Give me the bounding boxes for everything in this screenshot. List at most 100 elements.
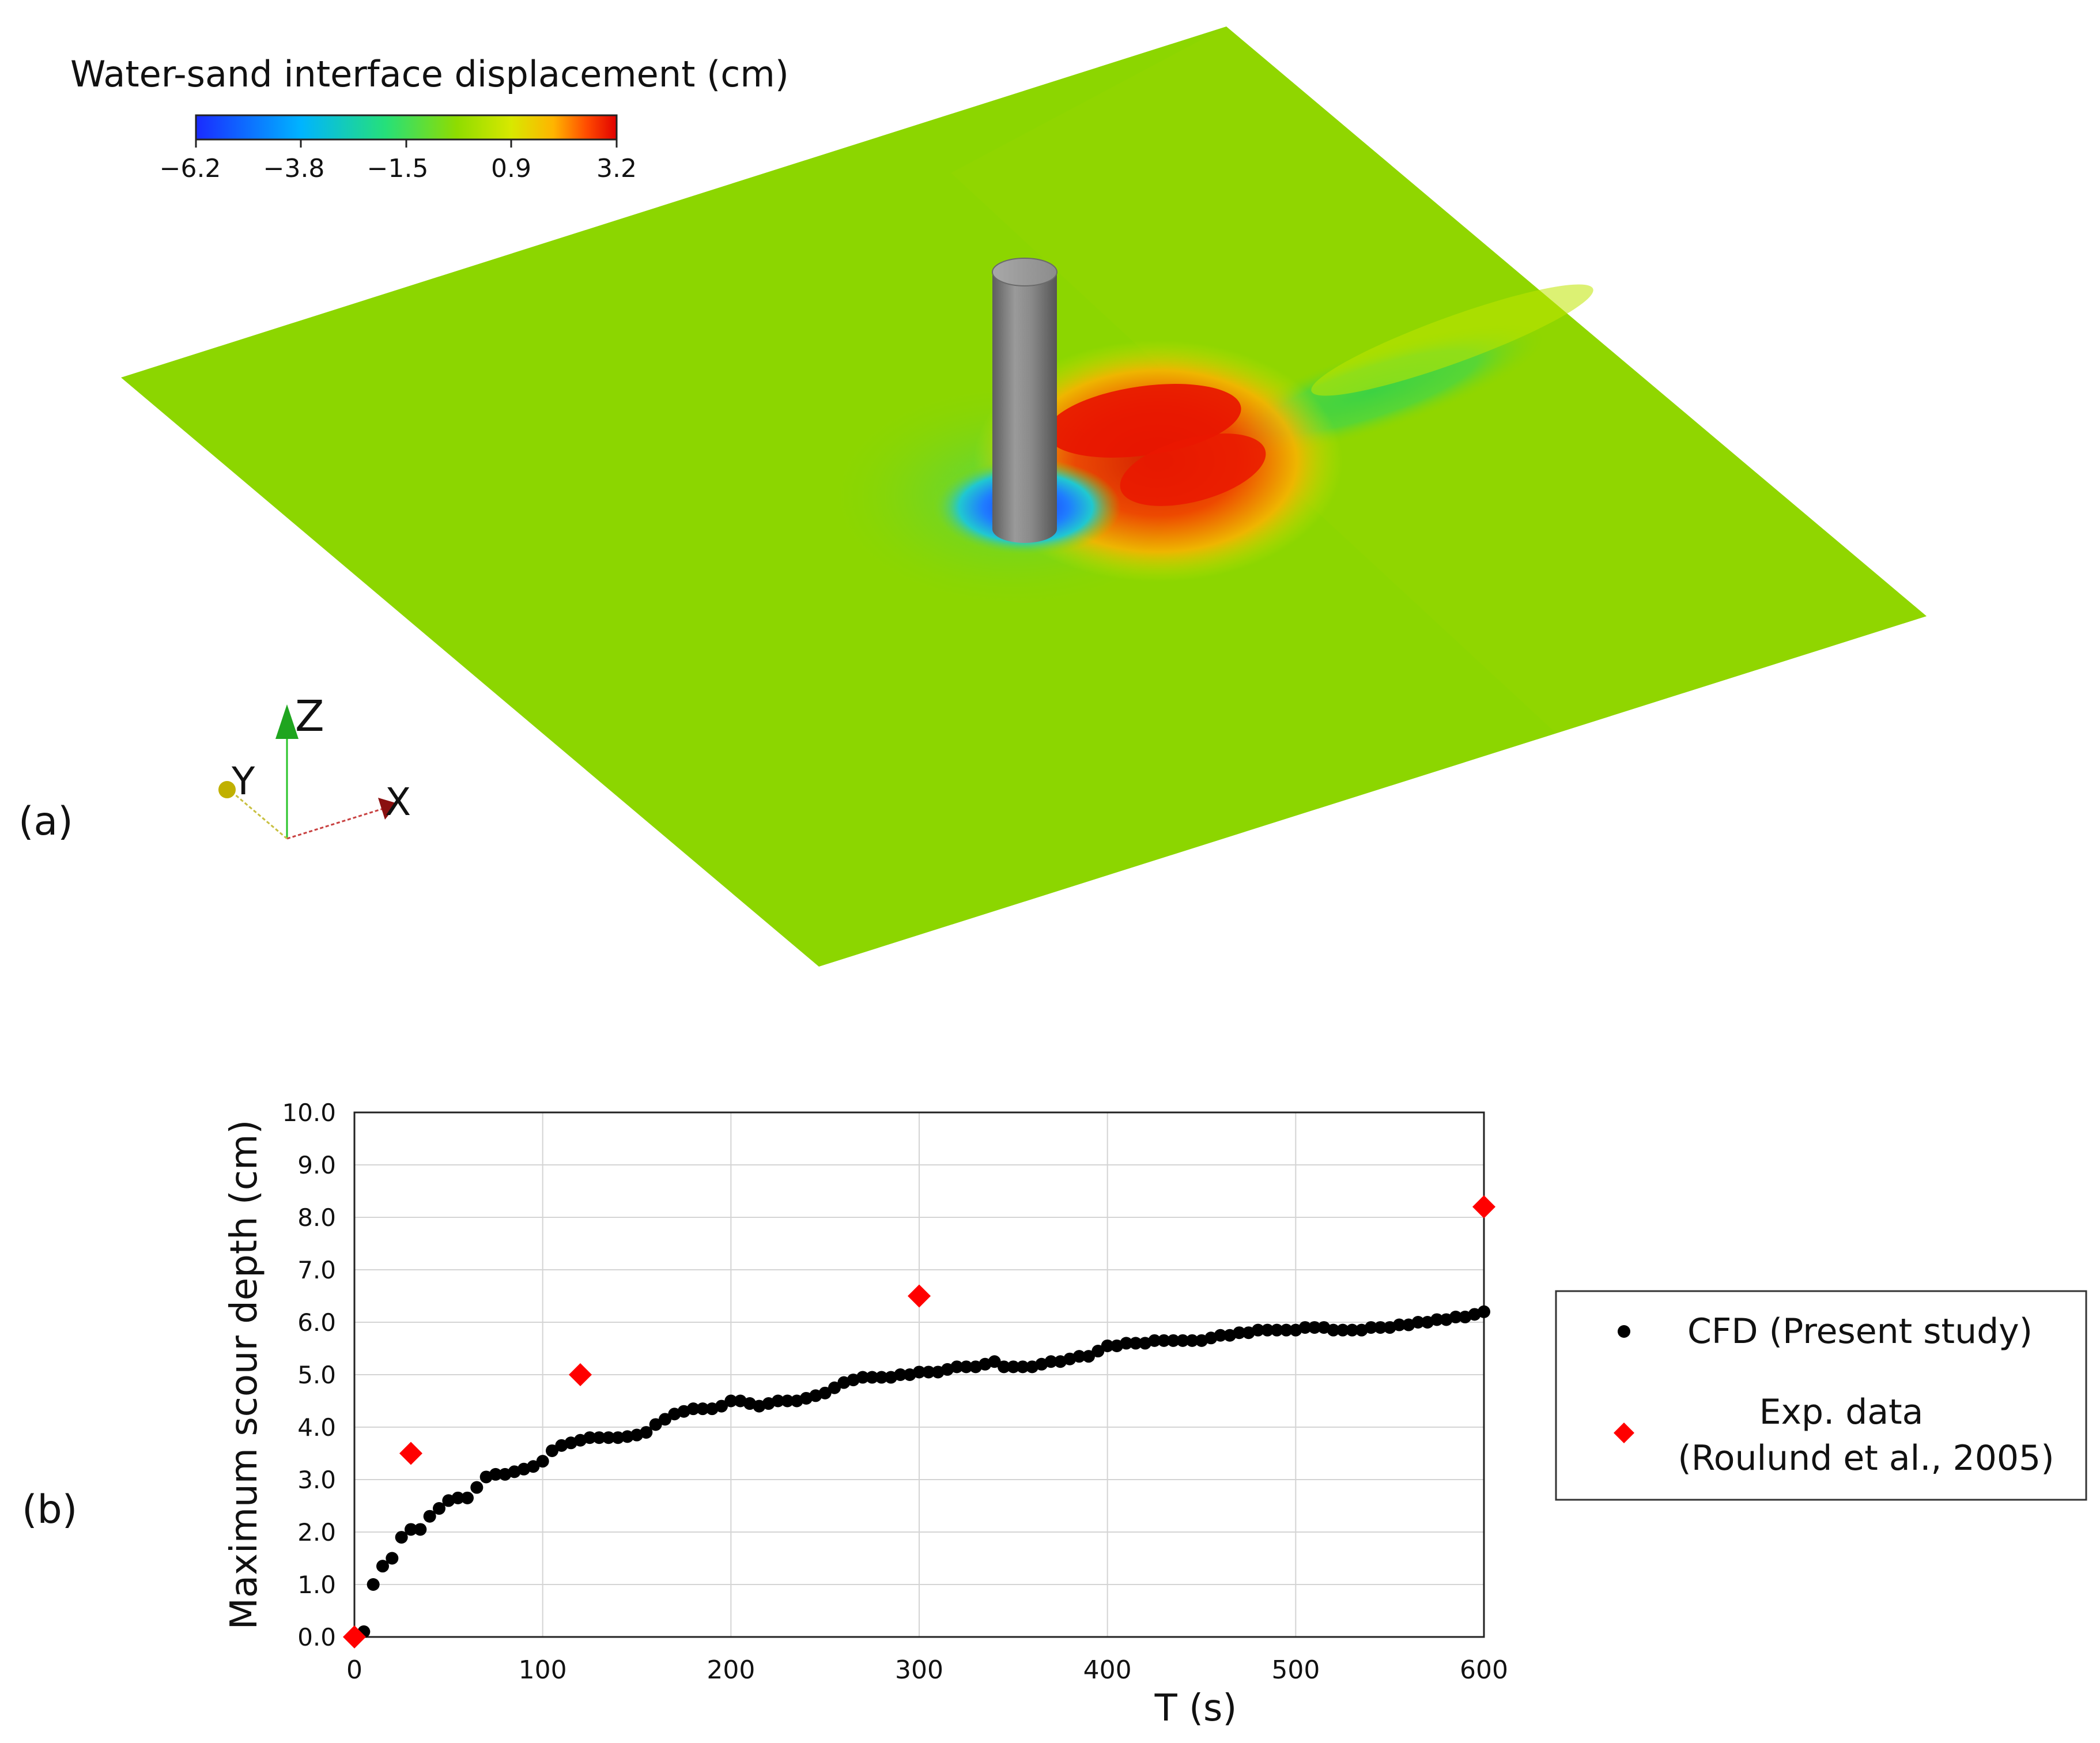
- cfd-point: [1430, 1313, 1444, 1326]
- cfd-point: [687, 1402, 700, 1416]
- cfd-point: [1421, 1316, 1434, 1329]
- cfd-point: [818, 1386, 832, 1399]
- cfd-point: [1355, 1323, 1368, 1337]
- cfd-point: [1440, 1313, 1453, 1326]
- legend-box: [1555, 1290, 2087, 1501]
- cfd-point: [790, 1394, 803, 1408]
- cfd-point: [414, 1523, 427, 1536]
- cfd-point: [536, 1455, 549, 1468]
- exp-point: [343, 1625, 366, 1648]
- axis-label-x: X: [385, 780, 411, 824]
- cfd-point: [395, 1531, 408, 1544]
- cfd-point: [1016, 1360, 1029, 1374]
- cfd-point: [1327, 1323, 1340, 1337]
- cfd-point: [800, 1391, 813, 1405]
- cfd-point: [922, 1365, 935, 1379]
- x-axis-label: T (s): [1154, 1687, 1237, 1730]
- cfd-point: [1148, 1334, 1161, 1347]
- cfd-point: [696, 1402, 709, 1416]
- cfd-point: [903, 1368, 916, 1381]
- cfd-point: [1101, 1339, 1114, 1352]
- colorbar-tick-label: −1.5: [367, 154, 429, 183]
- cfd-point: [875, 1371, 888, 1384]
- cfd-point: [969, 1360, 982, 1374]
- cfd-point: [724, 1394, 738, 1408]
- cfd-point: [1072, 1350, 1086, 1363]
- cfd-point: [1383, 1321, 1396, 1334]
- cfd-point: [950, 1360, 964, 1374]
- y-tick-label: 8.0: [297, 1204, 336, 1232]
- cfd-point: [442, 1494, 455, 1507]
- cfd-point: [621, 1430, 634, 1443]
- y-tick-label: 0.0: [297, 1623, 336, 1651]
- cfd-point: [1261, 1323, 1274, 1337]
- cfd-point: [640, 1426, 653, 1439]
- cfd-point: [856, 1371, 869, 1384]
- cfd-point: [508, 1465, 521, 1478]
- cfd-point: [979, 1357, 992, 1371]
- x-tick-label: 100: [519, 1655, 567, 1685]
- cfd-point: [941, 1363, 954, 1376]
- y-tick-labels: 0.0 1.0 2.0 3.0 4.0 5.0 6.0 7.0 8.0 9.0 10.0: [282, 1099, 336, 1651]
- monopile: [992, 258, 1057, 543]
- cfd-point: [1129, 1337, 1142, 1350]
- cfd-point: [649, 1418, 662, 1431]
- cfd-point: [1035, 1357, 1048, 1371]
- y-tick-label: 1.0: [297, 1571, 336, 1599]
- x-tick-label: 500: [1271, 1655, 1320, 1685]
- cfd-point: [1233, 1326, 1246, 1340]
- cfd-point: [677, 1405, 690, 1418]
- cfd-point: [574, 1433, 587, 1447]
- cfd-point: [564, 1436, 577, 1450]
- cfd-point: [433, 1502, 445, 1515]
- panel-label-a: (a): [18, 799, 73, 844]
- cfd-point: [470, 1481, 484, 1494]
- chart-grid: [354, 1112, 1484, 1637]
- cfd-point: [894, 1368, 907, 1381]
- cfd-point: [489, 1467, 502, 1481]
- cfd-point: [659, 1413, 671, 1426]
- cfd-point: [1402, 1318, 1415, 1331]
- cfd-point: [1374, 1321, 1387, 1334]
- y-axis-label: Maximum scour depth (cm): [223, 1120, 266, 1630]
- cfd-point: [518, 1462, 530, 1476]
- axes-triad: Z Y X: [218, 692, 411, 840]
- y-tick-label: 2.0: [297, 1518, 336, 1546]
- cfd-point: [1459, 1310, 1472, 1323]
- cfd-point: [1449, 1310, 1462, 1323]
- cfd-point: [630, 1428, 643, 1442]
- cfd-point: [1270, 1323, 1283, 1337]
- cfd-point: [546, 1444, 558, 1457]
- cfd-point: [998, 1360, 1010, 1374]
- cfd-point: [772, 1394, 784, 1408]
- cfd-point: [1280, 1323, 1293, 1337]
- exp-point: [569, 1363, 592, 1386]
- cfd-point: [405, 1523, 417, 1536]
- cfd-point: [583, 1431, 596, 1444]
- cfd-point: [885, 1371, 897, 1384]
- cfd-point: [386, 1552, 399, 1565]
- cfd-point: [1411, 1316, 1425, 1329]
- cfd-point: [705, 1402, 719, 1416]
- cfd-point: [1478, 1305, 1490, 1318]
- legend-cfd-marker: [1618, 1325, 1630, 1338]
- cfd-point: [1204, 1331, 1218, 1345]
- y-tick-label: 5.0: [297, 1361, 336, 1389]
- cfd-point: [1393, 1318, 1406, 1331]
- cfd-point: [931, 1365, 945, 1379]
- cfd-point: [1214, 1329, 1227, 1342]
- cfd-point: [753, 1399, 766, 1413]
- cfd-point: [1176, 1334, 1189, 1347]
- cfd-point: [451, 1491, 464, 1504]
- panel-label-b: (b): [22, 1487, 77, 1533]
- cfd-point: [1223, 1329, 1236, 1342]
- cfd-point: [715, 1399, 728, 1413]
- cfd-point: [592, 1431, 606, 1444]
- cfd-point: [376, 1560, 389, 1573]
- cfd-point: [611, 1431, 625, 1444]
- cfd-point: [1157, 1334, 1170, 1347]
- legend-cfd-label: CFD (Present study): [1687, 1311, 2033, 1352]
- cfd-point: [1195, 1334, 1208, 1347]
- colorbar-title: Water-sand interface displacement (cm): [70, 53, 789, 95]
- legend-exp-label-2: (Roulund et al., 2005): [1678, 1438, 2054, 1478]
